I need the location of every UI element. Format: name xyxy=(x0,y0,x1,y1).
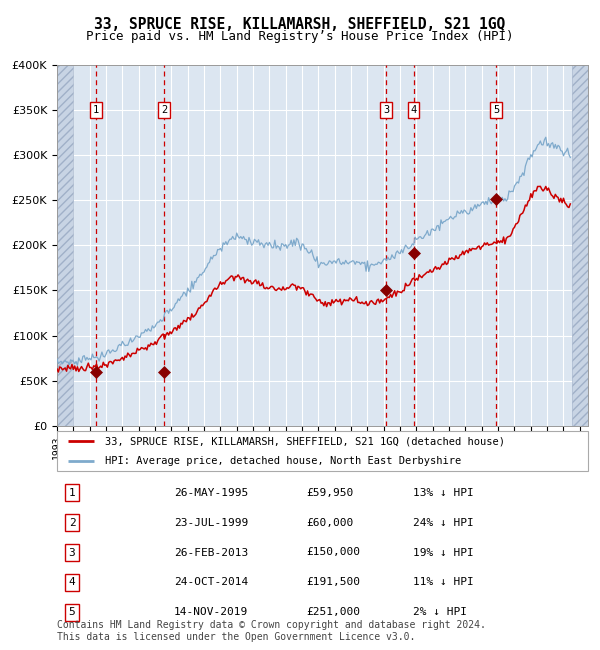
Text: 24-OCT-2014: 24-OCT-2014 xyxy=(174,577,248,588)
Text: 19% ↓ HPI: 19% ↓ HPI xyxy=(413,547,473,558)
Text: 5: 5 xyxy=(493,105,499,115)
Text: 13% ↓ HPI: 13% ↓ HPI xyxy=(413,488,473,498)
Text: 26-FEB-2013: 26-FEB-2013 xyxy=(174,547,248,558)
Text: £251,000: £251,000 xyxy=(307,607,361,618)
Text: 1: 1 xyxy=(93,105,100,115)
Text: £60,000: £60,000 xyxy=(307,517,354,528)
Text: 4: 4 xyxy=(68,577,76,588)
Text: 33, SPRUCE RISE, KILLAMARSH, SHEFFIELD, S21 1GQ: 33, SPRUCE RISE, KILLAMARSH, SHEFFIELD, … xyxy=(94,17,506,32)
Text: 23-JUL-1999: 23-JUL-1999 xyxy=(174,517,248,528)
FancyBboxPatch shape xyxy=(57,431,588,471)
Text: 26-MAY-1995: 26-MAY-1995 xyxy=(174,488,248,498)
Text: 24% ↓ HPI: 24% ↓ HPI xyxy=(413,517,473,528)
Bar xyxy=(57,65,73,426)
Text: Price paid vs. HM Land Registry’s House Price Index (HPI): Price paid vs. HM Land Registry’s House … xyxy=(86,30,514,43)
Text: 33, SPRUCE RISE, KILLAMARSH, SHEFFIELD, S21 1GQ (detached house): 33, SPRUCE RISE, KILLAMARSH, SHEFFIELD, … xyxy=(105,436,505,446)
Text: £59,950: £59,950 xyxy=(307,488,354,498)
Text: 1: 1 xyxy=(68,488,76,498)
Text: 5: 5 xyxy=(68,607,76,618)
Text: £191,500: £191,500 xyxy=(307,577,361,588)
Text: 11% ↓ HPI: 11% ↓ HPI xyxy=(413,577,473,588)
Text: 2% ↓ HPI: 2% ↓ HPI xyxy=(413,607,467,618)
Text: 3: 3 xyxy=(383,105,389,115)
Text: 3: 3 xyxy=(68,547,76,558)
Bar xyxy=(572,65,588,426)
Text: 2: 2 xyxy=(161,105,167,115)
Text: £150,000: £150,000 xyxy=(307,547,361,558)
Text: HPI: Average price, detached house, North East Derbyshire: HPI: Average price, detached house, Nort… xyxy=(105,456,461,466)
Text: 4: 4 xyxy=(410,105,416,115)
Text: This data is licensed under the Open Government Licence v3.0.: This data is licensed under the Open Gov… xyxy=(57,632,415,642)
Text: Contains HM Land Registry data © Crown copyright and database right 2024.: Contains HM Land Registry data © Crown c… xyxy=(57,620,486,630)
Text: 14-NOV-2019: 14-NOV-2019 xyxy=(174,607,248,618)
Text: 2: 2 xyxy=(68,517,76,528)
